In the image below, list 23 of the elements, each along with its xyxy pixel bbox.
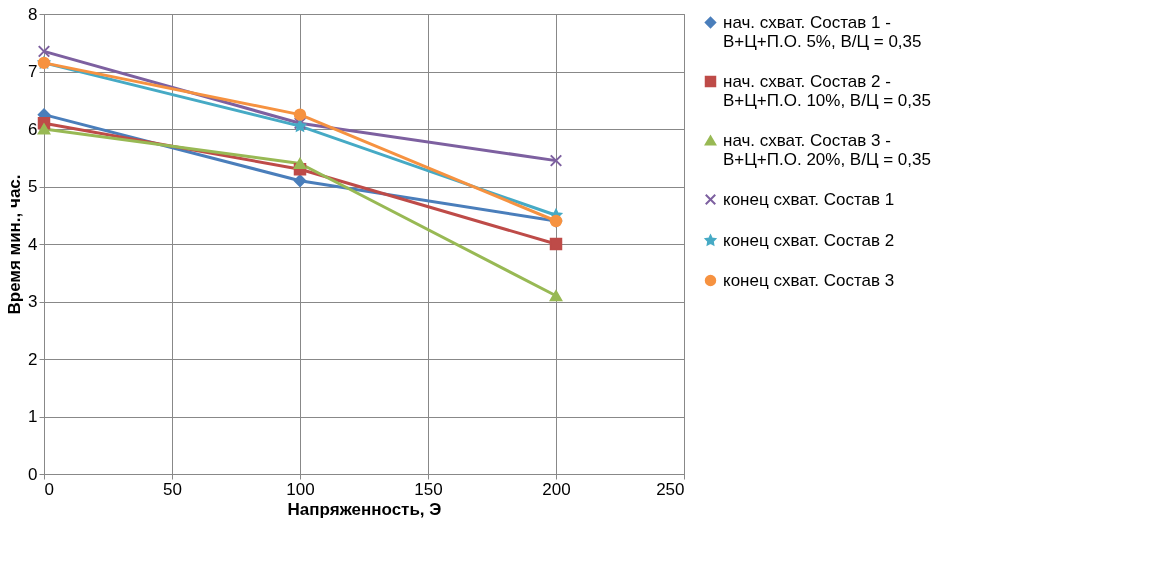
- x-tick-label: 200: [542, 479, 571, 499]
- legend-label: нач. схват. Состав 3 - В+Ц+П.О. 20%, В/Ц = 0,35: [723, 130, 931, 169]
- x-tick-label: 250: [656, 479, 685, 499]
- y-tick-label: 0: [28, 464, 38, 484]
- legend-label: конец схват. Состав 3: [723, 270, 895, 290]
- y-tick-label: 3: [28, 292, 38, 311]
- y-tick-label: 8: [28, 4, 38, 24]
- y-tick-label: 1: [28, 407, 38, 426]
- x-tick-label: 150: [414, 479, 443, 499]
- legend-label: нач. схват. Состав 1 - В+Ц+П.О. 5%, В/Ц = 0,35: [723, 12, 922, 51]
- x-tick-label: 50: [163, 479, 182, 499]
- legend-label: конец схват. Состав 2: [723, 230, 895, 250]
- legend-label: нач. схват. Состав 2 - В+Ц+П.О. 10%, В/Ц = 0,35: [723, 71, 931, 110]
- y-tick-label: 7: [28, 62, 38, 81]
- y-tick-label: 6: [28, 119, 38, 139]
- legend-label: конец схват. Состав 1: [723, 189, 895, 209]
- y-tick-label: 2: [28, 349, 38, 369]
- y-axis-title: Время мин., час.: [5, 174, 25, 315]
- y-tick-label: 4: [28, 234, 38, 254]
- y-tick-label: 5: [28, 177, 38, 196]
- x-axis-title: Напряженность, Э: [287, 499, 442, 519]
- x-tick-label: 0: [44, 479, 54, 499]
- x-tick-label: 100: [286, 479, 315, 499]
